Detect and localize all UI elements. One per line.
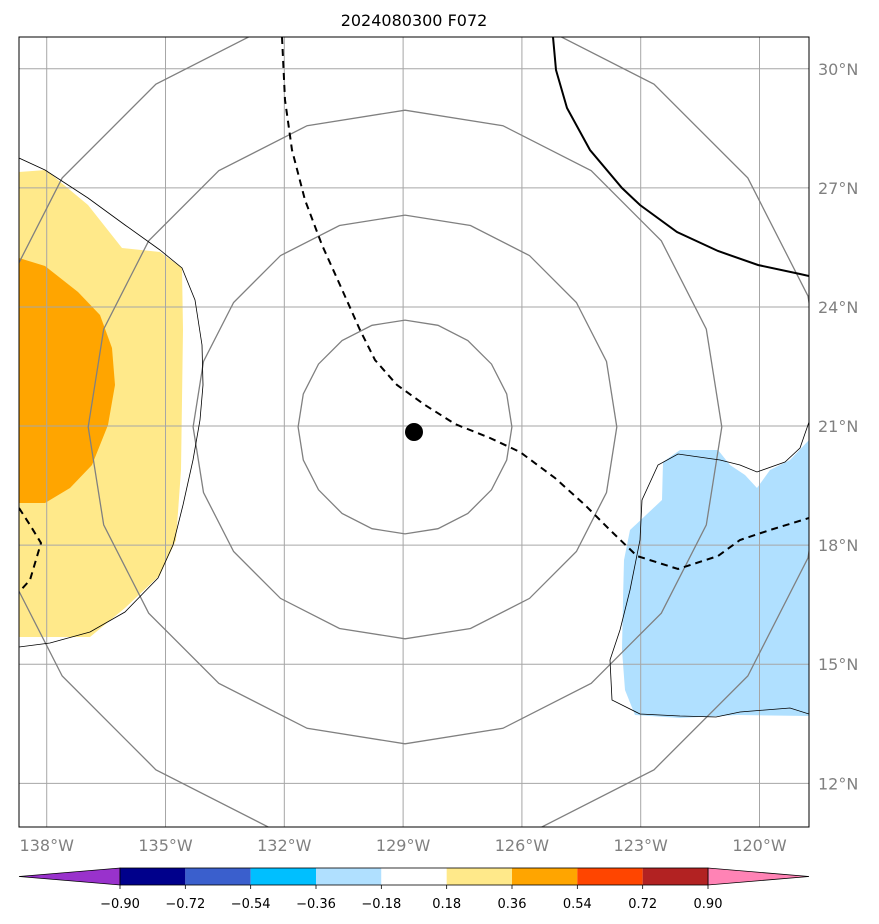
colorbar-tick-label: −0.18 (361, 897, 401, 912)
lon-tick-label: 135°W (138, 836, 193, 855)
colorbar-tick-label: −0.36 (296, 897, 336, 912)
lon-tick-label: 138°W (20, 836, 75, 855)
colorbar-box (316, 868, 382, 885)
lat-tick-label: 21°N (818, 417, 858, 436)
colorbar-box (512, 868, 578, 885)
storm-center-marker (405, 423, 423, 441)
lon-tick-label: 123°W (614, 836, 669, 855)
colorbar-box (446, 868, 512, 885)
colorbar-extend-high (707, 867, 810, 886)
lon-tick-label: 129°W (376, 836, 431, 855)
colorbar-box (381, 868, 447, 885)
colorbar-extend-low (18, 867, 121, 886)
colorbar-tick-label: −0.90 (100, 897, 140, 912)
anomaly-outline-east (609, 421, 809, 718)
lon-tick-label: 132°W (257, 836, 312, 855)
latitude-labels: 30°N 27°N 24°N 21°N 18°N 15°N 12°N (818, 60, 858, 794)
colorbar-tick-label: −0.72 (165, 897, 205, 912)
lat-tick-label: 24°N (818, 298, 858, 317)
colorbar (18, 867, 810, 889)
range-ring (192, 214, 618, 640)
colorbar-box (642, 868, 708, 885)
colorbar-tick-label: −0.54 (231, 897, 271, 912)
colorbar-tick-label: 0.54 (563, 897, 592, 912)
map-frame (18, 36, 810, 828)
lat-tick-label: 15°N (818, 655, 858, 674)
contour-dashed-west (19, 507, 43, 593)
anomaly-outline-west (19, 157, 204, 648)
colorbar-frame (119, 867, 709, 886)
contour-dashed-central (281, 37, 809, 571)
map-area (19, 37, 809, 827)
lon-tick-label: 126°W (495, 836, 550, 855)
colorbar-box (120, 868, 186, 885)
colorbar-labels: −0.90 −0.72 −0.54 −0.36 −0.18 0.18 0.36 0.54 0.7… (100, 897, 722, 912)
range-rings (19, 37, 809, 827)
map-title: 2024080300 F072 (341, 11, 488, 30)
lon-tick-label: 120°W (732, 836, 787, 855)
colorbar-box (250, 868, 316, 885)
colorbar-tick-label: 0.72 (628, 897, 657, 912)
lat-tick-label: 30°N (818, 60, 858, 79)
longitude-labels: 138°W 135°W 132°W 129°W 126°W 123°W 120°W (20, 836, 787, 855)
colorbar-box (185, 868, 251, 885)
graticule (19, 37, 809, 827)
range-ring (19, 37, 809, 827)
lat-tick-label: 27°N (818, 179, 858, 198)
lat-tick-label: 12°N (818, 774, 858, 793)
colorbar-box (577, 868, 643, 885)
colorbar-tick-label: 0.36 (498, 897, 527, 912)
contour-solid-northeast (552, 37, 809, 277)
colorbar-tick-label: 0.90 (694, 897, 723, 912)
range-ring (297, 319, 513, 535)
colorbar-tick-label: 0.18 (432, 897, 461, 912)
lat-tick-label: 18°N (818, 536, 858, 555)
range-ring (87, 109, 723, 745)
